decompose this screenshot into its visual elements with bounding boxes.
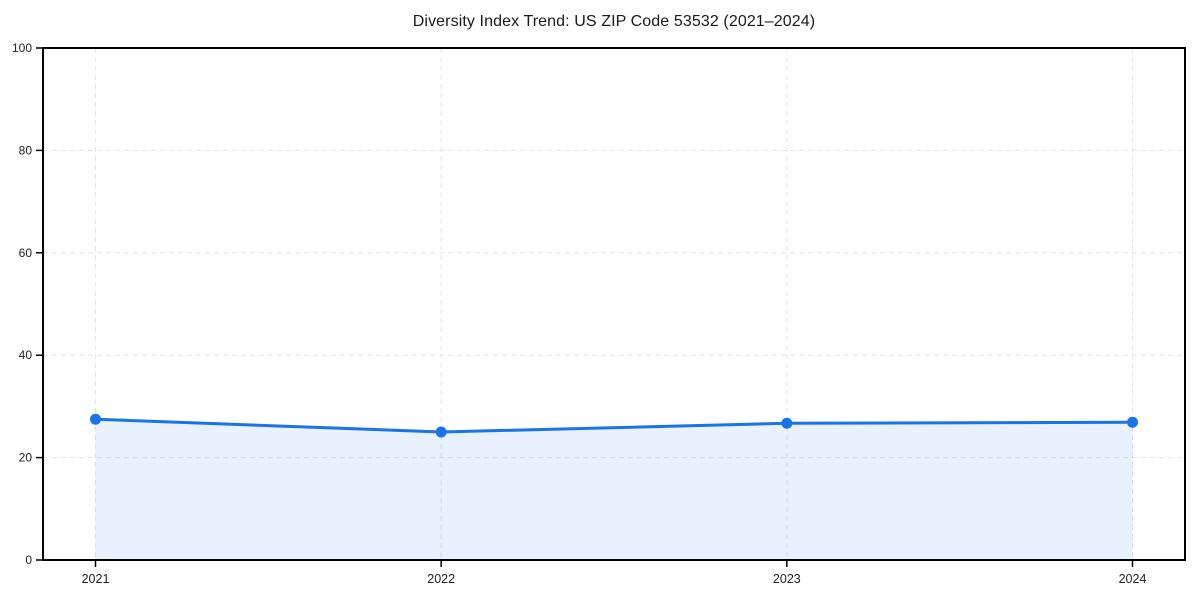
trend-line (94, 417, 1134, 434)
data-point-marker (435, 426, 447, 438)
y-axis-tick-label: 100 (12, 41, 32, 55)
x-axis-tick-label: 2021 (82, 572, 110, 586)
y-axis-tick-label: 20 (19, 451, 33, 465)
y-axis-tick-label: 0 (25, 553, 32, 567)
x-axis-tick-label: 2024 (1119, 572, 1147, 586)
y-axis-tick-label: 60 (19, 246, 33, 260)
x-axis-tick-label: 2023 (773, 572, 801, 586)
data-point-marker (1127, 416, 1138, 428)
y-axis-tick-label: 40 (19, 348, 33, 362)
y-axis-tick-label: 80 (19, 143, 33, 157)
area-fill (95, 419, 1133, 560)
x-axis-tick-label: 2022 (427, 572, 455, 586)
chart-title: Diversity Index Trend: US ZIP Code 53532… (412, 13, 816, 30)
plot-border (42, 47, 1186, 561)
data-point-marker (90, 413, 101, 425)
data-point-marker (781, 417, 793, 429)
